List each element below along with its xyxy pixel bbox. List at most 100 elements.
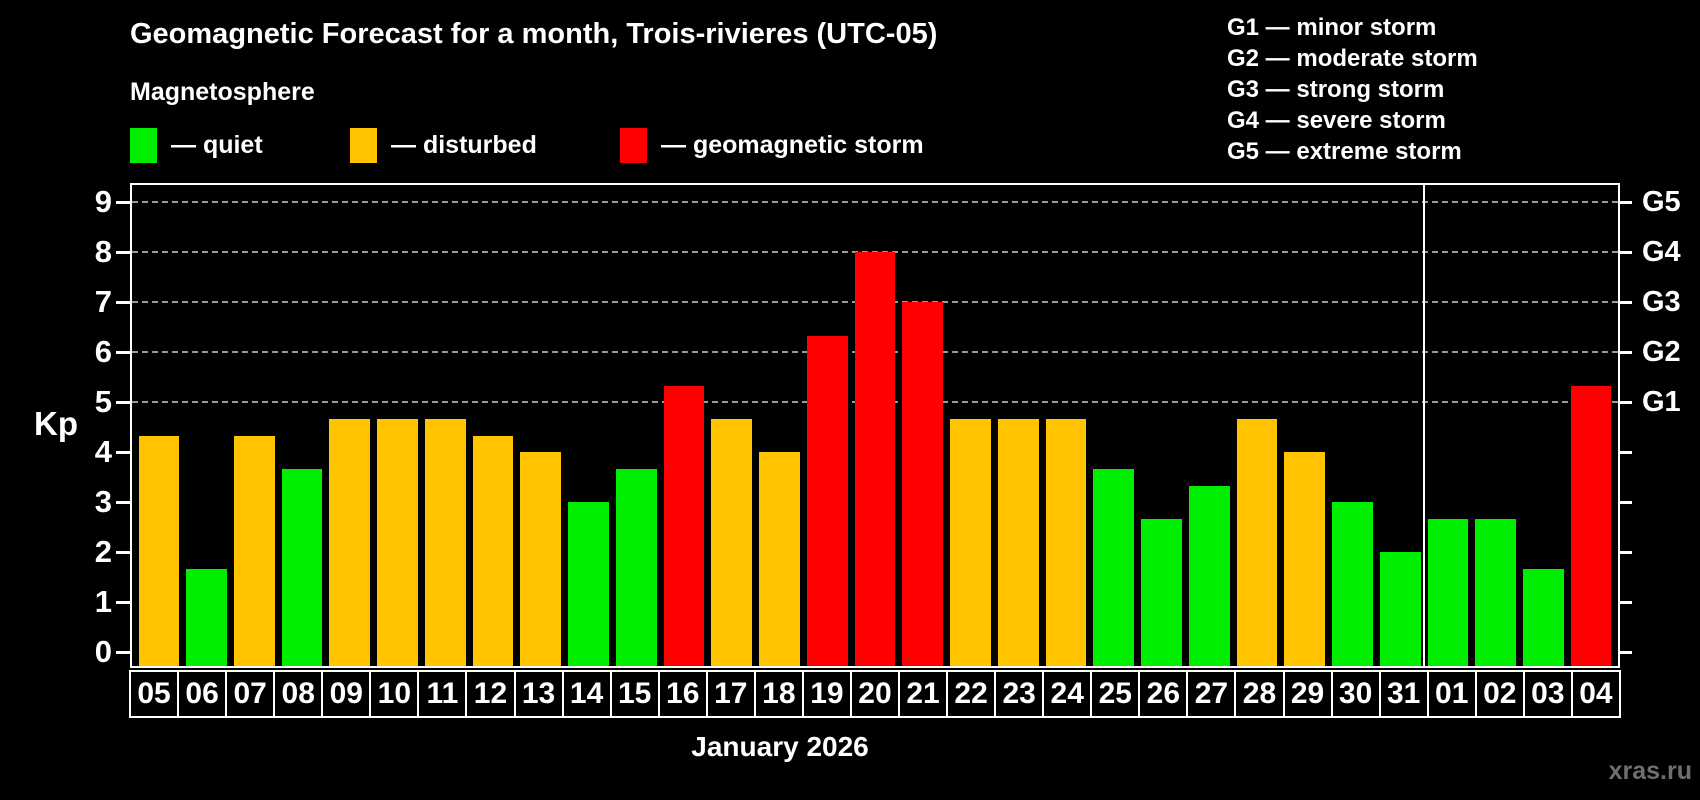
bar-day-15 [615,468,657,666]
left-tick-kp8 [116,251,130,254]
day-label-24: 24 [1042,670,1093,718]
bar-day-30 [1332,502,1373,666]
right-axis-label-g1: G1 [1642,386,1681,418]
right-tick-kp4 [1618,451,1632,454]
bar-day-14 [568,502,609,666]
right-tick-kp8 [1618,251,1632,254]
bar-day-22 [950,418,991,666]
g-scale-legend: G1 — minor storm G2 — moderate storm G3 … [1227,12,1478,167]
y-tick-label-0: 0 [94,634,112,669]
day-label-26: 26 [1138,670,1189,718]
storm-color-swatch [620,128,647,163]
legend-item-disturbed: — disturbed [350,128,537,163]
day-label-16: 16 [657,670,708,718]
day-label-14: 14 [561,670,612,718]
bar-day-01 [1427,518,1469,666]
day-label-21: 21 [898,670,949,718]
bar-day-29 [1284,452,1326,666]
y-tick-label-9: 9 [94,184,112,219]
bar-day-19 [806,335,848,666]
day-label-27: 27 [1186,670,1237,718]
day-label-30: 30 [1330,670,1381,718]
left-tick-kp6 [116,351,130,354]
day-label-25: 25 [1090,670,1141,718]
day-label-10: 10 [369,670,420,718]
day-label-04: 04 [1570,670,1621,718]
bar-day-12 [472,435,514,666]
y-tick-label-3: 3 [94,484,112,519]
y-tick-label-7: 7 [94,284,112,319]
left-tick-kp3 [116,501,130,504]
left-tick-kp1 [116,601,130,604]
left-tick-kp4 [116,451,130,454]
g-legend-g4: G4 — severe storm [1227,107,1446,134]
kp-axis-label: Kp [34,405,78,442]
day-label-17: 17 [705,670,756,718]
bar-day-10 [377,418,418,666]
legend-label-disturbed: — disturbed [391,131,537,159]
g-legend-g1: G1 — minor storm [1227,14,1437,41]
bar-day-25 [1093,468,1135,666]
bar-day-03 [1523,568,1564,666]
left-tick-kp5 [116,401,130,404]
right-tick-kp7 [1618,301,1632,304]
day-label-11: 11 [417,670,468,718]
day-label-20: 20 [849,670,900,718]
y-tick-label-6: 6 [94,334,112,369]
legend-item-storm: — geomagnetic storm [620,128,924,163]
g-legend-g5: G5 — extreme storm [1227,138,1462,165]
day-label-18: 18 [753,670,804,718]
chart-title: Geomagnetic Forecast for a month, Trois-… [130,18,938,50]
y-tick-label-5: 5 [94,384,112,419]
right-tick-kp1 [1618,601,1632,604]
day-label-31: 31 [1378,670,1429,718]
color-legend: — quiet — disturbed — geomagnetic storm [130,128,1030,170]
day-label-29: 29 [1282,670,1333,718]
month-separator-line [1423,185,1426,666]
day-label-28: 28 [1234,670,1285,718]
day-label-05: 05 [129,670,180,718]
bar-day-27 [1188,485,1230,666]
right-tick-kp3 [1618,501,1632,504]
day-label-12: 12 [465,670,516,718]
bar-day-13 [520,452,562,666]
day-label-08: 08 [273,670,324,718]
bar-day-17 [711,418,753,666]
bar-day-24 [1045,418,1087,666]
day-label-09: 09 [321,670,372,718]
day-label-07: 07 [225,670,276,718]
bar-day-11 [424,418,466,666]
bar-day-16 [663,385,705,666]
disturbed-color-swatch [350,128,377,163]
legend-item-quiet: — quiet [130,128,263,163]
left-tick-kp0 [116,651,130,654]
day-label-19: 19 [801,670,852,718]
y-tick-label-2: 2 [94,534,112,569]
right-axis-label-g2: G2 [1642,336,1681,368]
bar-day-05 [138,435,180,666]
right-tick-kp2 [1618,551,1632,554]
bar-day-18 [759,452,800,666]
bar-day-28 [1236,418,1278,666]
day-label-22: 22 [946,670,997,718]
legend-label-quiet: — quiet [171,131,263,159]
watermark: xras.ru [1608,757,1692,785]
day-label-23: 23 [994,670,1045,718]
bar-day-02 [1475,518,1516,666]
day-label-02: 02 [1474,670,1525,718]
right-tick-kp6 [1618,351,1632,354]
day-label-03: 03 [1522,670,1573,718]
plot-area [116,183,1632,668]
right-tick-kp5 [1618,401,1632,404]
left-tick-kp2 [116,551,130,554]
bar-day-08 [281,468,323,666]
bar-day-26 [1141,518,1182,666]
chart-subtitle: Magnetosphere [130,78,315,106]
g-legend-g2: G2 — moderate storm [1227,45,1478,72]
y-tick-label-4: 4 [94,434,112,469]
right-axis-label-g4: G4 [1642,236,1681,268]
month-label: January 2026 [691,731,869,762]
quiet-color-swatch [130,128,157,163]
bar-day-20 [854,252,896,666]
